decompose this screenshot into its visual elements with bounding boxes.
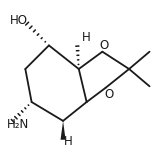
Text: H: H bbox=[82, 31, 91, 44]
Polygon shape bbox=[61, 121, 66, 140]
Text: O: O bbox=[99, 39, 109, 52]
Text: H: H bbox=[63, 135, 72, 148]
Text: O: O bbox=[104, 88, 113, 101]
Text: H₂N: H₂N bbox=[7, 118, 29, 131]
Text: HO: HO bbox=[10, 14, 28, 27]
